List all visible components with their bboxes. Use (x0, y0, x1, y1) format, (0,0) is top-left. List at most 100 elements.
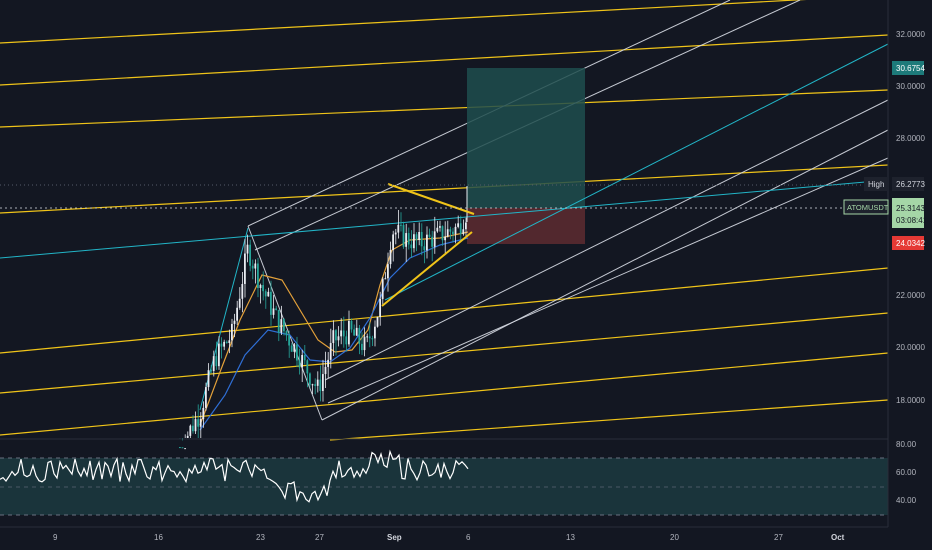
triangle-lower-line (381, 231, 473, 307)
candle-body (319, 379, 322, 392)
candle-body (426, 234, 428, 251)
fibonacci-fan-lines[interactable] (0, 0, 889, 441)
candle-body (363, 336, 366, 351)
price-axis[interactable]: 32.0000 30.0000 28.0000 22.0000 20.0000 … (843, 0, 932, 527)
candle-body (433, 231, 436, 247)
candle-body (262, 285, 264, 292)
pitchfork-line-4 (324, 99, 889, 381)
candle-body (348, 320, 350, 345)
candle-body (267, 291, 270, 297)
candle-body (202, 407, 205, 420)
time-tick-16: 16 (154, 533, 163, 542)
candle-body (179, 447, 181, 449)
last-price-label: 25.3143 (896, 204, 925, 213)
candle-body (238, 298, 241, 308)
candle-body (342, 330, 345, 337)
profit-zone (467, 68, 585, 208)
candle-body (228, 340, 231, 344)
candle-body (415, 234, 418, 240)
candle-body (462, 229, 465, 235)
candle-body (353, 329, 355, 336)
fib-fan-line-1 (0, 34, 889, 86)
candle-body (241, 283, 244, 299)
price-tick-18: 18.0000 (896, 396, 925, 405)
fib-fan-line-0 (0, 0, 807, 44)
candle-body (231, 323, 233, 341)
candle-body (298, 360, 301, 368)
candle-body (280, 319, 283, 333)
high-price-label: 26.2773 (896, 180, 925, 189)
candle-body (459, 223, 462, 235)
rsi-tick-60: 60.00 (896, 468, 917, 477)
ma-blue-line (199, 237, 469, 431)
candle-body (420, 232, 423, 247)
candle-body (454, 226, 457, 235)
time-tick-23: 23 (256, 533, 265, 542)
candle-body (233, 320, 236, 324)
target-price-label: 30.6754 (896, 64, 925, 73)
candle-body (441, 226, 444, 241)
candle-body (407, 233, 410, 245)
time-axis[interactable]: 9 16 23 27 Sep 6 13 20 27 Oct (0, 526, 932, 550)
high-price-badge (892, 177, 924, 191)
candle-body (285, 331, 288, 336)
time-tick-20: 20 (670, 533, 679, 542)
price-tick-32: 32.0000 (896, 30, 925, 39)
triangle-upper-line (387, 183, 475, 215)
fib-fan-line-3 (0, 164, 889, 214)
pitchfork-line-2 (321, 129, 889, 421)
triangle-pattern[interactable] (381, 183, 475, 307)
candle-body (236, 307, 238, 321)
candle-body (324, 366, 327, 375)
countdown-label: 03:08:41 (896, 216, 928, 225)
stop-price-badge (892, 236, 924, 250)
candle-body (283, 319, 285, 332)
time-tick-27: 27 (315, 533, 324, 542)
candle-body (309, 373, 311, 385)
loss-zone (467, 208, 585, 244)
candle-body (254, 263, 257, 269)
price-tick-30: 30.0000 (896, 82, 925, 91)
candle-body (446, 229, 449, 237)
candle-body (189, 425, 192, 436)
candle-body (431, 236, 433, 247)
candle-body (246, 244, 249, 254)
candle-body (264, 291, 267, 297)
candle-body (199, 419, 202, 427)
price-tick-20: 20.0000 (896, 343, 925, 352)
time-tick-9: 9 (53, 533, 58, 542)
candle-body (306, 360, 309, 374)
candle-body (350, 320, 353, 330)
candle-body (249, 244, 251, 266)
candle-body (329, 343, 332, 360)
pitchfork-line-3 (327, 157, 889, 404)
candle-body (423, 246, 426, 251)
rsi-tick-40: 40.00 (896, 496, 917, 505)
candle-body (293, 344, 296, 352)
candle-body (410, 244, 413, 249)
candle-body (376, 317, 379, 327)
candle-body (418, 232, 420, 240)
candle-body (428, 234, 431, 237)
candle-body (251, 265, 254, 269)
long-position-tool[interactable] (467, 68, 585, 244)
candle-body (374, 326, 376, 339)
candle-body (212, 356, 215, 371)
candle-body (181, 447, 184, 449)
candle-body (402, 225, 405, 247)
candle-body (220, 343, 223, 347)
time-tick-27b: 27 (774, 533, 783, 542)
candle-body (327, 359, 329, 367)
candle-body (387, 264, 389, 279)
time-tick-oct: Oct (831, 533, 845, 542)
time-tick-sep: Sep (387, 533, 402, 542)
fib-fan-line-7 (329, 399, 889, 441)
candle-body (335, 330, 337, 341)
candle-body (316, 379, 319, 386)
candle-body (371, 338, 374, 340)
price-tick-28: 28.0000 (896, 134, 925, 143)
candlestick-series (179, 186, 468, 450)
candle-body (394, 232, 397, 235)
high-label-badge (864, 177, 888, 191)
